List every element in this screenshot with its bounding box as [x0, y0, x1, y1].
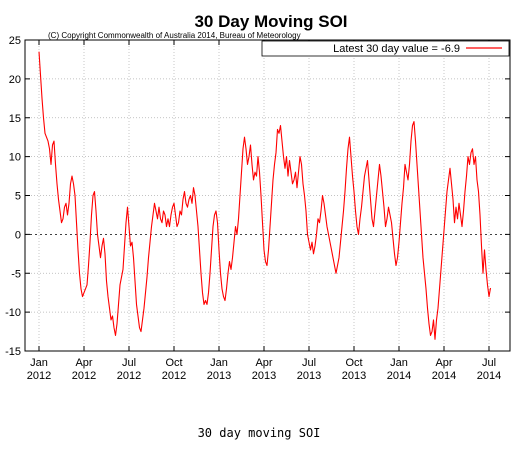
y-tick-label: 25	[9, 35, 21, 47]
x-tick-label-month: Oct	[345, 357, 362, 369]
soi-chart: 30 Day Moving SOI (C) Copyright Commonwe…	[5, 12, 511, 382]
chart-subtitle: (C) Copyright Commonwealth of Australia …	[48, 31, 301, 40]
legend-series-label: Latest 30 day value = -6.9	[333, 43, 460, 55]
legend: Latest 30 day value = -6.9	[261, 40, 510, 57]
x-tick-label-year: 2012	[162, 370, 186, 382]
chart-svg: 30 Day Moving SOI (C) Copyright Commonwe…	[5, 12, 511, 382]
x-tick-label-year: 2013	[297, 370, 321, 382]
figure-caption: 30 day moving SOI	[197, 426, 321, 440]
x-tick-label-year: 2014	[387, 370, 411, 382]
y-tick-label: -10	[5, 307, 21, 319]
x-tick-label-month: Apr	[255, 357, 272, 369]
legend-box	[261, 40, 510, 57]
x-tick-label-year: 2013	[252, 370, 276, 382]
gridlines	[25, 40, 510, 351]
chart-title: 30 Day Moving SOI	[194, 12, 347, 31]
y-tick-label: 10	[9, 152, 21, 164]
y-tick-label: -5	[11, 268, 21, 280]
series-line	[38, 51, 492, 340]
x-tick-label-year: 2014	[432, 370, 456, 382]
x-tick-label-year: 2012	[117, 370, 141, 382]
y-tick-label: 20	[9, 74, 21, 86]
x-tick-label-month: Jan	[390, 357, 408, 369]
y-tick-label: 0	[15, 229, 21, 241]
x-tick-label-month: Jan	[30, 357, 48, 369]
x-tick-label-month: Jul	[122, 357, 136, 369]
series-layer	[38, 51, 492, 340]
axes: -15-10-50510152025Jan2012Apr2012Jul2012O…	[5, 35, 511, 382]
x-tick-label-month: Jul	[302, 357, 316, 369]
x-tick-label-month: Apr	[75, 357, 92, 369]
x-tick-label-year: 2013	[342, 370, 366, 382]
x-tick-label-year: 2014	[477, 370, 501, 382]
y-tick-label: 15	[9, 113, 21, 125]
x-tick-label-month: Apr	[435, 357, 452, 369]
y-tick-label: -15	[5, 346, 21, 358]
y-tick-label: 5	[15, 191, 21, 203]
x-tick-label-month: Jan	[210, 357, 228, 369]
x-tick-label-year: 2012	[72, 370, 96, 382]
x-tick-label-month: Jul	[482, 357, 496, 369]
x-tick-label-year: 2013	[207, 370, 231, 382]
x-tick-label-month: Oct	[165, 357, 182, 369]
x-tick-label-year: 2012	[27, 370, 51, 382]
